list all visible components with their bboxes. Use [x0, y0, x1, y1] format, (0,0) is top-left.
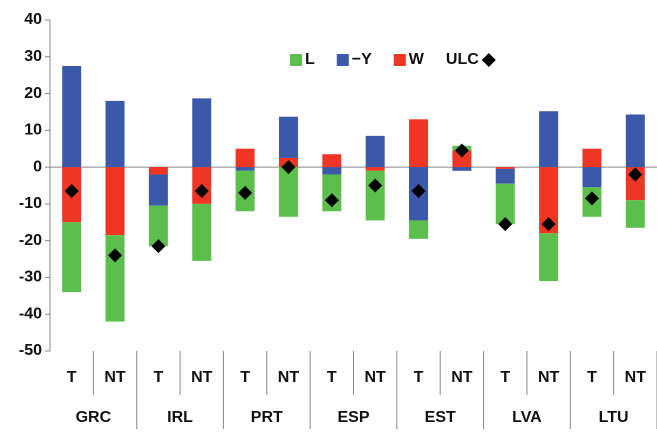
- legend-label: ULC: [446, 51, 479, 68]
- bar-segment: [452, 167, 472, 171]
- bar-segment: [235, 167, 255, 171]
- x-tick-label: NT: [451, 369, 473, 386]
- group-label: PRT: [251, 409, 283, 426]
- bar-segment: [148, 205, 168, 247]
- x-tick-label: NT: [104, 369, 126, 386]
- x-tick-label: T: [587, 369, 597, 386]
- y-tick-label: -50: [19, 342, 42, 359]
- y-tick-label: 40: [24, 11, 42, 28]
- x-tick-label: T: [414, 369, 424, 386]
- bar-segment: [365, 135, 385, 168]
- x-tick-label: NT: [625, 369, 647, 386]
- bar-segment: [625, 114, 645, 168]
- x-tick-label: NT: [538, 369, 560, 386]
- y-tick-label: 20: [24, 85, 42, 102]
- bar-segment: [105, 235, 125, 322]
- ulc-marker: [498, 217, 513, 232]
- bar-segment: [62, 222, 82, 293]
- bar-segment: [539, 167, 559, 234]
- legend-label: −Y: [352, 51, 372, 68]
- x-tick-label: T: [327, 369, 337, 386]
- bar-segment: [148, 167, 168, 175]
- ulc-marker: [281, 160, 296, 175]
- legend-label: L: [305, 51, 315, 68]
- bar-segment: [495, 167, 515, 169]
- bar-segment: [409, 119, 429, 168]
- legend-swatch: [393, 54, 406, 66]
- bar-segment: [148, 174, 168, 206]
- bar-segment: [495, 183, 515, 225]
- bar-segment: [105, 167, 125, 236]
- y-tick-label: -30: [19, 269, 42, 286]
- bar-segment: [409, 220, 429, 239]
- x-tick-label: T: [154, 369, 164, 386]
- x-tick-label: T: [240, 369, 250, 386]
- bar-segment: [322, 154, 342, 168]
- ulc-marker: [628, 167, 643, 182]
- y-tick-label: -20: [19, 232, 42, 249]
- ulc-marker: [584, 191, 599, 206]
- ulc-marker: [151, 239, 166, 254]
- x-tick-label: T: [500, 369, 510, 386]
- y-tick-label: 10: [24, 122, 42, 139]
- group-label: LTU: [599, 409, 629, 426]
- bar-segment: [62, 65, 82, 168]
- group-label: GRC: [76, 409, 112, 426]
- ulc-marker: [324, 193, 339, 208]
- ulc-marker: [541, 217, 556, 232]
- bar-segment: [452, 150, 472, 168]
- y-tick-label: 0: [33, 158, 42, 175]
- x-tick-label: NT: [191, 369, 213, 386]
- bar-segment: [105, 100, 125, 168]
- bar-segment: [192, 98, 212, 168]
- bar-segment: [235, 148, 255, 168]
- ulc-marker: [194, 184, 209, 199]
- bar-segment: [582, 148, 602, 168]
- ulc-marker: [411, 184, 426, 199]
- group-label: LVA: [512, 409, 542, 426]
- x-tick-label: NT: [365, 369, 387, 386]
- bar-segment: [625, 200, 645, 228]
- x-tick-label: T: [67, 369, 77, 386]
- bar-segment: [278, 116, 298, 158]
- bar-segment: [365, 170, 385, 221]
- y-tick-label: -40: [19, 305, 42, 322]
- bar-segment: [278, 167, 298, 217]
- legend-swatch: [336, 54, 349, 66]
- ulc-marker: [238, 185, 253, 200]
- ulc-marker: [64, 184, 79, 199]
- ulc-marker: [454, 143, 469, 158]
- legend-marker: [481, 53, 496, 67]
- legend-swatch: [290, 54, 302, 66]
- y-tick-label: -10: [19, 195, 42, 212]
- group-label: EST: [425, 409, 456, 426]
- y-tick-label: 30: [24, 48, 42, 65]
- bar-segment: [322, 167, 342, 175]
- bar-segment: [192, 203, 212, 261]
- ulc-marker: [108, 248, 123, 263]
- bar-segment: [365, 167, 385, 171]
- bar-segment: [539, 111, 559, 168]
- legend-label: W: [409, 51, 425, 68]
- group-label: IRL: [167, 409, 193, 426]
- bar-segment: [495, 168, 515, 184]
- bar-segment: [582, 167, 602, 188]
- bar-segment: [539, 233, 559, 282]
- ulc-marker: [368, 178, 383, 193]
- x-tick-label: NT: [278, 369, 300, 386]
- group-label: ESP: [337, 409, 369, 426]
